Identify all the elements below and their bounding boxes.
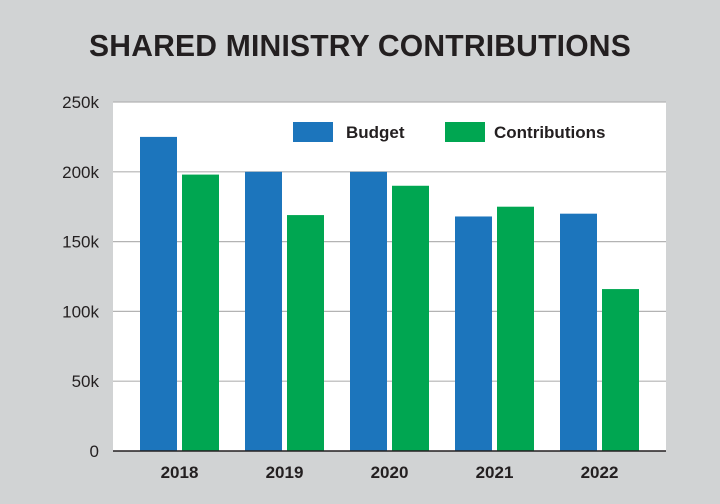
x-tick-label: 2019 [266,463,304,482]
x-axis-ticks: 2018 2019 2020 2021 2022 [161,463,619,482]
y-tick-label: 200k [62,163,99,182]
y-tick-label: 100k [62,302,99,321]
x-tick-label: 2022 [581,463,619,482]
bar-budget-2021 [455,216,492,451]
x-tick-label: 2018 [161,463,199,482]
bar-budget-2020 [350,171,387,452]
legend: Budget Contributions [293,122,605,142]
bars [140,136,639,452]
legend-swatch-budget [293,122,333,142]
legend-label-budget: Budget [346,123,405,142]
bar-contributions-2018 [182,174,219,452]
bar-budget-2022 [560,213,597,451]
x-tick-label: 2020 [371,463,409,482]
bar-contributions-2020 [392,185,429,451]
bar-contributions-2022 [602,289,639,451]
y-tick-label: 250k [62,93,99,112]
legend-label-contributions: Contributions [494,123,605,142]
bar-contributions-2019 [287,215,324,451]
x-tick-label: 2021 [476,463,514,482]
bar-budget-2018 [140,136,177,451]
chart-title: SHARED MINISTRY CONTRIBUTIONS [89,28,631,63]
legend-swatch-contributions [445,122,485,142]
bar-budget-2019 [245,171,282,452]
y-tick-label: 150k [62,233,99,252]
y-axis-ticks: 0 50k 100k 150k 200k 250k [62,93,99,461]
y-tick-label: 0 [90,442,99,461]
bar-contributions-2021 [497,206,534,451]
y-tick-label: 50k [72,372,100,391]
